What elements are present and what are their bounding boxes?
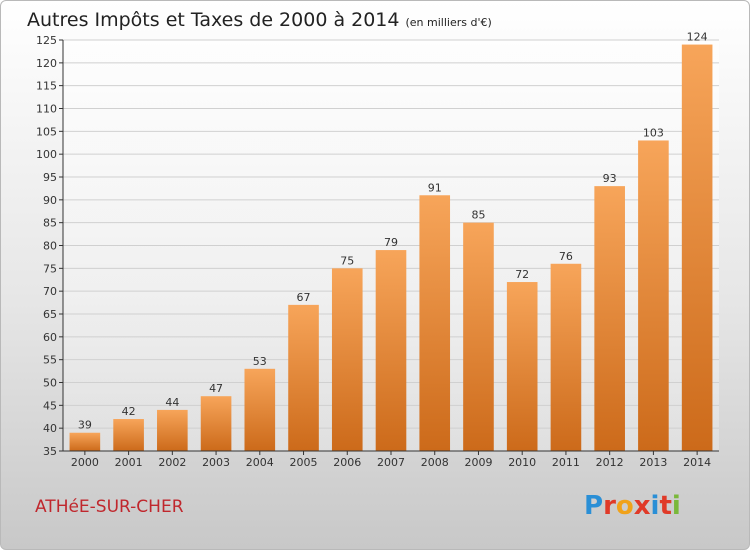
bar-value-label: 93 bbox=[603, 172, 617, 185]
y-tick-label: 70 bbox=[43, 285, 57, 298]
bar-value-label: 103 bbox=[643, 126, 664, 139]
y-tick-label: 95 bbox=[43, 171, 57, 184]
bar-value-label: 53 bbox=[253, 355, 267, 368]
x-tick-label: 2005 bbox=[290, 456, 318, 469]
bar-value-label: 72 bbox=[515, 268, 529, 281]
chart-unit: (en milliers d'€) bbox=[405, 16, 492, 29]
bar bbox=[69, 432, 101, 451]
x-tick-label: 2003 bbox=[202, 456, 230, 469]
bar bbox=[506, 282, 538, 451]
y-tick-label: 110 bbox=[36, 103, 57, 116]
logo-letter: o bbox=[615, 491, 634, 521]
bar bbox=[157, 409, 188, 451]
bar bbox=[463, 222, 494, 451]
x-tick-label: 2008 bbox=[421, 456, 449, 469]
bar bbox=[638, 140, 669, 451]
y-tick-label: 85 bbox=[43, 217, 57, 230]
bar-value-label: 76 bbox=[559, 250, 573, 263]
bar-value-label: 67 bbox=[297, 291, 311, 304]
x-tick-label: 2013 bbox=[639, 456, 667, 469]
x-tick-label: 2000 bbox=[71, 456, 99, 469]
x-tick-label: 2011 bbox=[552, 456, 580, 469]
bar-value-label: 75 bbox=[340, 254, 354, 267]
bar bbox=[200, 396, 232, 451]
x-tick-label: 2012 bbox=[596, 456, 624, 469]
x-tick-label: 2006 bbox=[333, 456, 361, 469]
commune-name: ATHéE-SUR-CHER bbox=[35, 497, 184, 517]
bar bbox=[550, 263, 582, 451]
bar-value-label: 85 bbox=[471, 209, 485, 222]
y-tick-label: 120 bbox=[36, 57, 57, 70]
bar-value-label: 124 bbox=[687, 31, 708, 44]
bar bbox=[244, 368, 276, 451]
logo-letter: x bbox=[633, 491, 651, 521]
bar bbox=[331, 268, 363, 451]
bar bbox=[113, 419, 144, 451]
bar-value-label: 44 bbox=[165, 396, 179, 409]
x-tick-label: 2009 bbox=[464, 456, 492, 469]
logo-letter: r bbox=[603, 491, 616, 521]
y-tick-label: 45 bbox=[43, 399, 57, 412]
logo-letter: P bbox=[584, 491, 604, 521]
y-tick-label: 75 bbox=[43, 262, 57, 275]
bar bbox=[681, 44, 713, 452]
proxiti-logo: Proxiti bbox=[584, 491, 681, 521]
chart-title: Autres Impôts et Taxes de 2000 à 2014 (en… bbox=[27, 9, 492, 31]
bar bbox=[288, 304, 319, 451]
x-tick-label: 2010 bbox=[508, 456, 536, 469]
y-tick-label: 60 bbox=[43, 331, 57, 344]
bar-value-label: 47 bbox=[209, 382, 223, 395]
x-tick-label: 2002 bbox=[158, 456, 186, 469]
y-tick-label: 35 bbox=[43, 445, 57, 458]
y-tick-label: 105 bbox=[36, 125, 57, 138]
x-tick-label: 2004 bbox=[246, 456, 274, 469]
bar bbox=[594, 186, 625, 451]
chart-title-text: Autres Impôts et Taxes de 2000 à 2014 bbox=[27, 9, 400, 31]
y-tick-label: 65 bbox=[43, 308, 57, 321]
bar-value-label: 39 bbox=[78, 419, 92, 432]
bar-value-label: 42 bbox=[122, 405, 136, 418]
y-tick-label: 80 bbox=[43, 240, 57, 253]
bar-value-label: 79 bbox=[384, 236, 398, 249]
logo-letter: t bbox=[659, 491, 672, 521]
y-tick-label: 40 bbox=[43, 422, 57, 435]
x-tick-label: 2007 bbox=[377, 456, 405, 469]
y-tick-label: 115 bbox=[36, 80, 57, 93]
logo-letter: i bbox=[650, 491, 660, 521]
y-tick-label: 125 bbox=[36, 34, 57, 47]
axes: 35 40 45 50 55 60 65 70 75 80 85 90 95 100 105 110 115 12… bbox=[36, 34, 719, 469]
y-tick-label: 55 bbox=[43, 354, 57, 367]
bar-value-label: 91 bbox=[428, 181, 442, 194]
y-tick-label: 90 bbox=[43, 194, 57, 207]
y-tick-label: 100 bbox=[36, 148, 57, 161]
logo-letter: i bbox=[671, 491, 681, 521]
bars: 39 42 44 47 53 67 75 79 91 85 72 76 93 103 124 bbox=[69, 31, 713, 452]
y-tick-label: 50 bbox=[43, 377, 57, 390]
bar bbox=[375, 250, 407, 451]
x-tick-label: 2014 bbox=[683, 456, 711, 469]
bar bbox=[419, 195, 451, 451]
x-tick-label: 2001 bbox=[115, 456, 143, 469]
